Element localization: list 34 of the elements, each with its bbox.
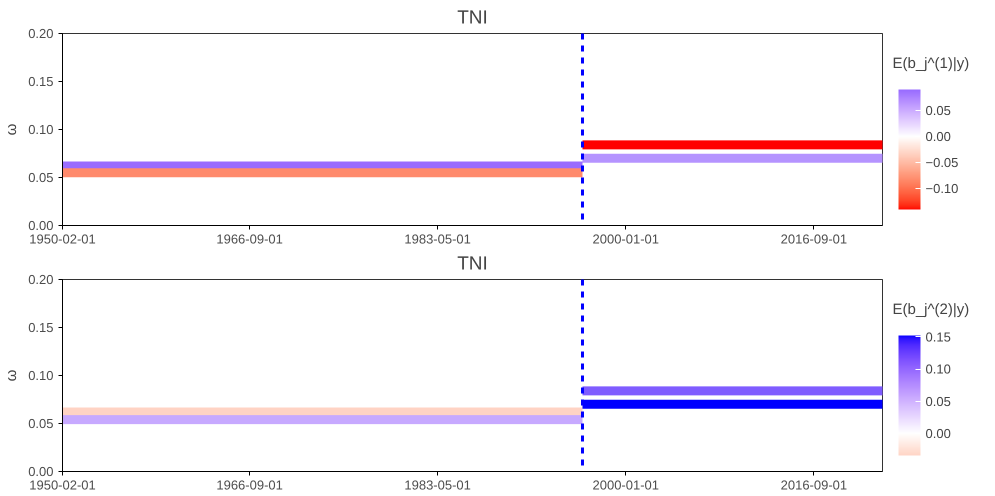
x-tick-label: 1950-02-01 (29, 478, 96, 492)
y-tick-label: 0.00 (28, 464, 54, 479)
color-bar-title: E(b_j^(1)|y) (892, 54, 970, 72)
x-tick-label: 2000-01-01 (592, 232, 660, 246)
x-tick-label: 1983-05-01 (404, 232, 471, 246)
x-tick-label: 1966-09-01 (216, 478, 283, 492)
y-tick-label: 0.15 (28, 74, 54, 89)
y-tick-label: 0.05 (28, 416, 54, 431)
color-bar-label: 0.00 (926, 426, 951, 442)
y-tick-label: 0.15 (28, 320, 54, 335)
color-bar-label: −0.05 (926, 155, 958, 170)
y-tick-label: 0.05 (28, 170, 54, 185)
y-axis-title: ω (3, 369, 20, 382)
y-tick-label: 0.10 (28, 368, 54, 383)
color-bar-label: 0.05 (926, 394, 951, 409)
y-tick-label: 0.00 (28, 218, 54, 233)
x-tick-label: 1950-02-01 (29, 232, 96, 246)
y-axis-title: ω (3, 123, 20, 136)
chart-title: TNI (457, 254, 488, 274)
color-bar-label: 0.15 (926, 329, 951, 344)
chart-title: TNI (457, 8, 488, 28)
x-tick-label: 2016-09-01 (780, 232, 848, 246)
color-bar-label: −0.10 (926, 181, 958, 196)
x-tick-label: 2000-01-01 (592, 478, 660, 492)
color-bar-label: 0.05 (926, 102, 951, 118)
x-tick-label: 1966-09-01 (216, 232, 283, 246)
y-tick-label: 0.20 (28, 26, 54, 41)
color-bar-title: E(b_j^(2)|y) (892, 300, 970, 318)
x-tick-label: 2016-09-01 (780, 478, 848, 492)
color-bar-label: 0.00 (926, 128, 951, 144)
x-tick-label: 1983-05-01 (404, 478, 471, 492)
y-tick-label: 0.20 (28, 272, 54, 287)
color-bar-label: 0.10 (926, 362, 951, 377)
y-tick-label: 0.10 (28, 122, 54, 137)
